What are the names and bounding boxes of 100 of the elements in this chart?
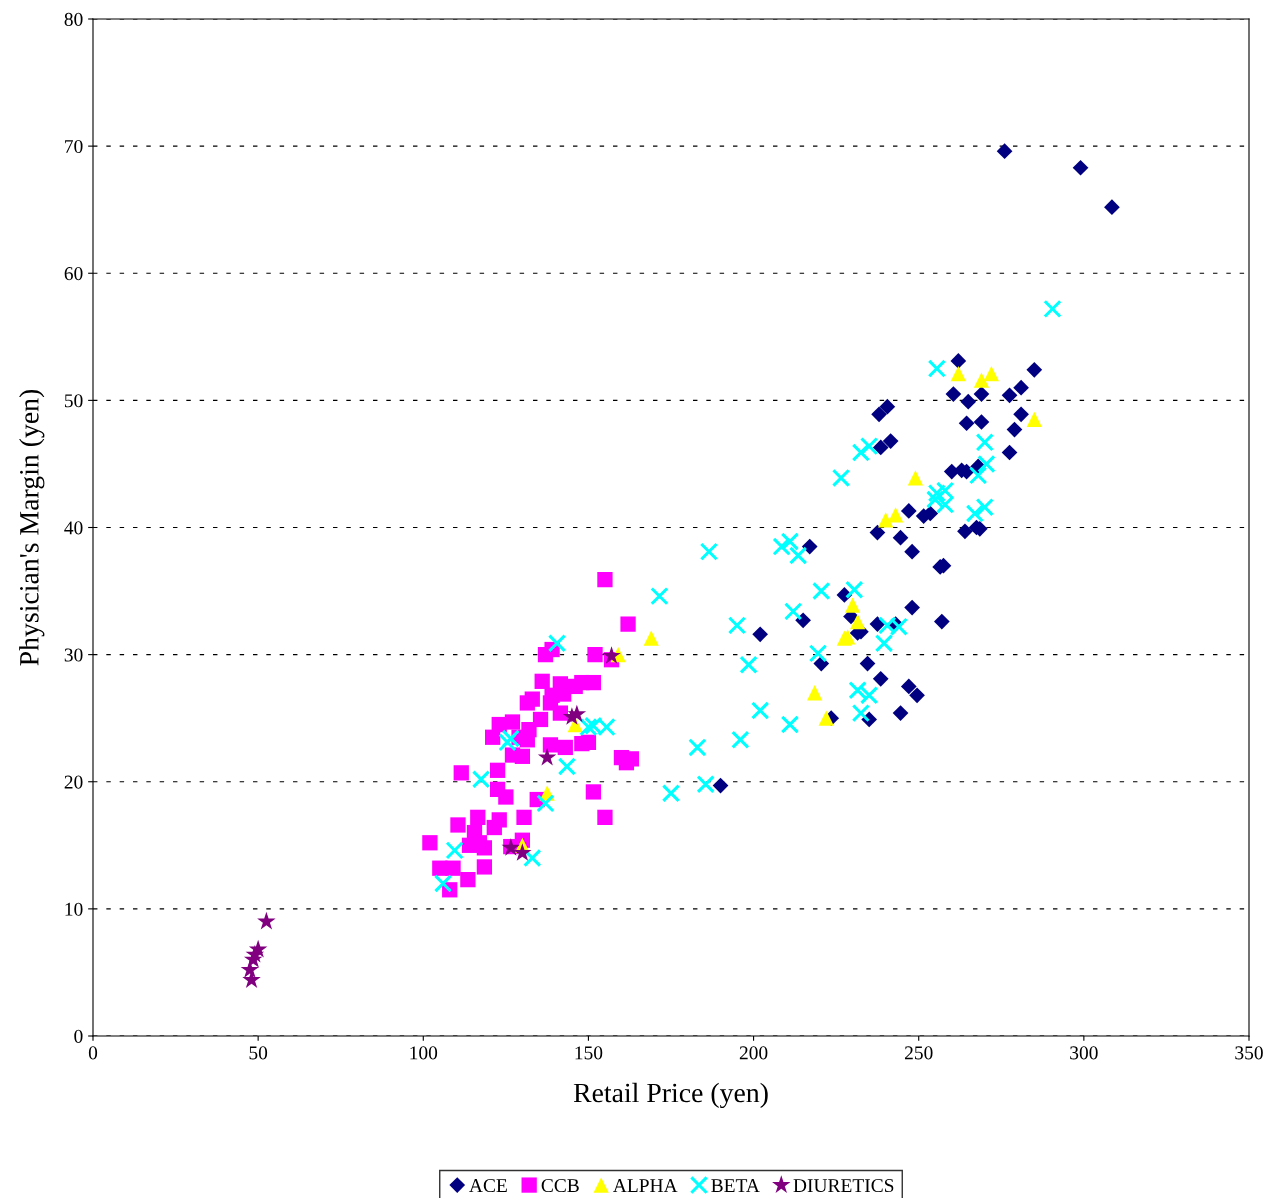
point [973, 414, 990, 430]
point [945, 386, 962, 402]
legend-label: DIURETICS [793, 1179, 894, 1193]
y-tick-label: 40 [64, 521, 83, 535]
point [731, 730, 750, 749]
point [975, 433, 994, 452]
point [973, 372, 990, 388]
point [869, 616, 886, 632]
point [547, 634, 567, 653]
point [523, 848, 542, 868]
point [752, 626, 769, 643]
y-tick-label: 10 [65, 902, 83, 916]
point [485, 729, 501, 745]
y-tick-label: 30 [64, 648, 83, 662]
y-tick-label: 20 [64, 775, 83, 789]
point [935, 481, 955, 500]
point [650, 586, 669, 606]
point [957, 523, 973, 540]
point [977, 454, 996, 474]
point [557, 757, 577, 776]
point [552, 705, 568, 721]
point [514, 748, 531, 764]
point [926, 490, 945, 509]
point [958, 415, 975, 432]
point [788, 546, 808, 565]
point [450, 817, 466, 833]
point [851, 443, 871, 462]
point [960, 393, 977, 410]
point [501, 729, 520, 748]
legend-label: ACE [469, 1179, 507, 1193]
point [453, 765, 469, 781]
point [900, 503, 917, 519]
point [661, 784, 681, 803]
y-tick-label: 0 [74, 1029, 83, 1043]
point [1104, 199, 1120, 215]
point [859, 655, 876, 672]
point [580, 734, 597, 750]
point [433, 874, 453, 893]
point [470, 809, 486, 825]
point [818, 710, 834, 726]
x-tick-label: 150 [575, 1046, 603, 1060]
x-tick-label: 250 [904, 1046, 933, 1060]
y-tick-label: 80 [64, 12, 83, 26]
point [872, 439, 889, 456]
point [882, 433, 899, 449]
point [1072, 159, 1089, 176]
point [860, 686, 879, 705]
point [620, 616, 636, 632]
y-tick-label: 60 [64, 267, 83, 281]
point [808, 644, 828, 663]
point [807, 685, 823, 701]
point [489, 762, 506, 778]
point [784, 602, 803, 621]
point [965, 504, 985, 523]
legend-label: CCB [541, 1179, 579, 1193]
point [516, 809, 532, 825]
point [1013, 379, 1029, 396]
point [975, 497, 994, 517]
point [1026, 362, 1043, 378]
x-tick-label: 300 [1070, 1046, 1098, 1060]
point [751, 701, 770, 720]
x-axis-title: Retail Price (yen) [573, 1082, 768, 1109]
point [587, 646, 603, 663]
point [872, 670, 889, 687]
point [1001, 387, 1018, 404]
point [257, 911, 276, 930]
point [712, 777, 729, 794]
point [780, 532, 800, 551]
point [486, 819, 502, 836]
point [476, 840, 493, 856]
y-tick-label: 70 [65, 139, 83, 154]
point [887, 507, 904, 523]
point [727, 616, 747, 635]
point [476, 859, 493, 875]
point [996, 143, 1013, 160]
x-tick-label: 100 [410, 1046, 438, 1060]
point [240, 960, 260, 978]
point [983, 366, 1000, 382]
point [1001, 444, 1018, 461]
point [812, 581, 831, 601]
point [801, 538, 818, 555]
point [950, 353, 967, 369]
point [422, 835, 438, 851]
point [557, 739, 573, 756]
point [699, 542, 719, 561]
point [973, 386, 990, 402]
point [597, 571, 613, 588]
point [845, 597, 861, 613]
point [900, 678, 917, 695]
point [498, 789, 514, 805]
point [585, 784, 602, 800]
point [537, 747, 557, 766]
point [445, 860, 461, 876]
point [904, 543, 920, 560]
point [460, 872, 476, 888]
x-tick-label: 200 [739, 1046, 768, 1060]
point [534, 673, 550, 689]
point [892, 705, 909, 721]
point [851, 703, 871, 723]
point [536, 794, 555, 813]
